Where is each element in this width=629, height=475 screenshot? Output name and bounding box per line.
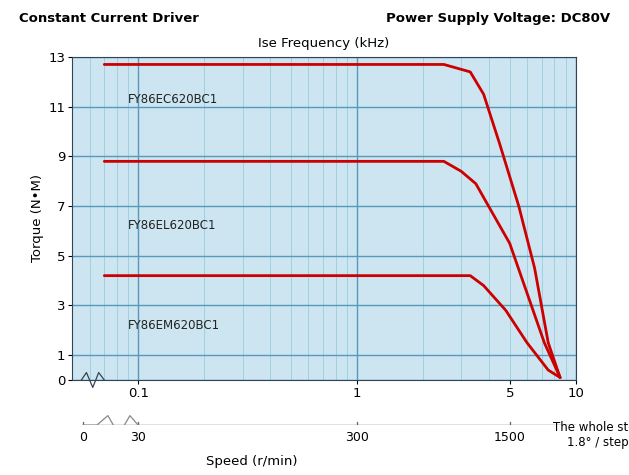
Text: Speed (r/min): Speed (r/min) [206, 455, 298, 468]
Text: 1500: 1500 [494, 431, 526, 444]
Text: The whole step
1.8° / step: The whole step 1.8° / step [552, 421, 629, 449]
Text: 0: 0 [79, 431, 87, 444]
Text: FY86EC620BC1: FY86EC620BC1 [128, 93, 218, 106]
Text: Constant Current Driver: Constant Current Driver [19, 12, 199, 25]
Text: Ise Frequency (kHz): Ise Frequency (kHz) [259, 37, 389, 50]
Text: FY86EL620BC1: FY86EL620BC1 [128, 219, 216, 232]
Text: FY86EM620BC1: FY86EM620BC1 [128, 319, 220, 332]
Y-axis label: Torque (N•M): Torque (N•M) [31, 174, 44, 263]
Text: 300: 300 [345, 431, 369, 444]
Text: 30: 30 [130, 431, 146, 444]
Text: Power Supply Voltage: DC80V: Power Supply Voltage: DC80V [386, 12, 610, 25]
